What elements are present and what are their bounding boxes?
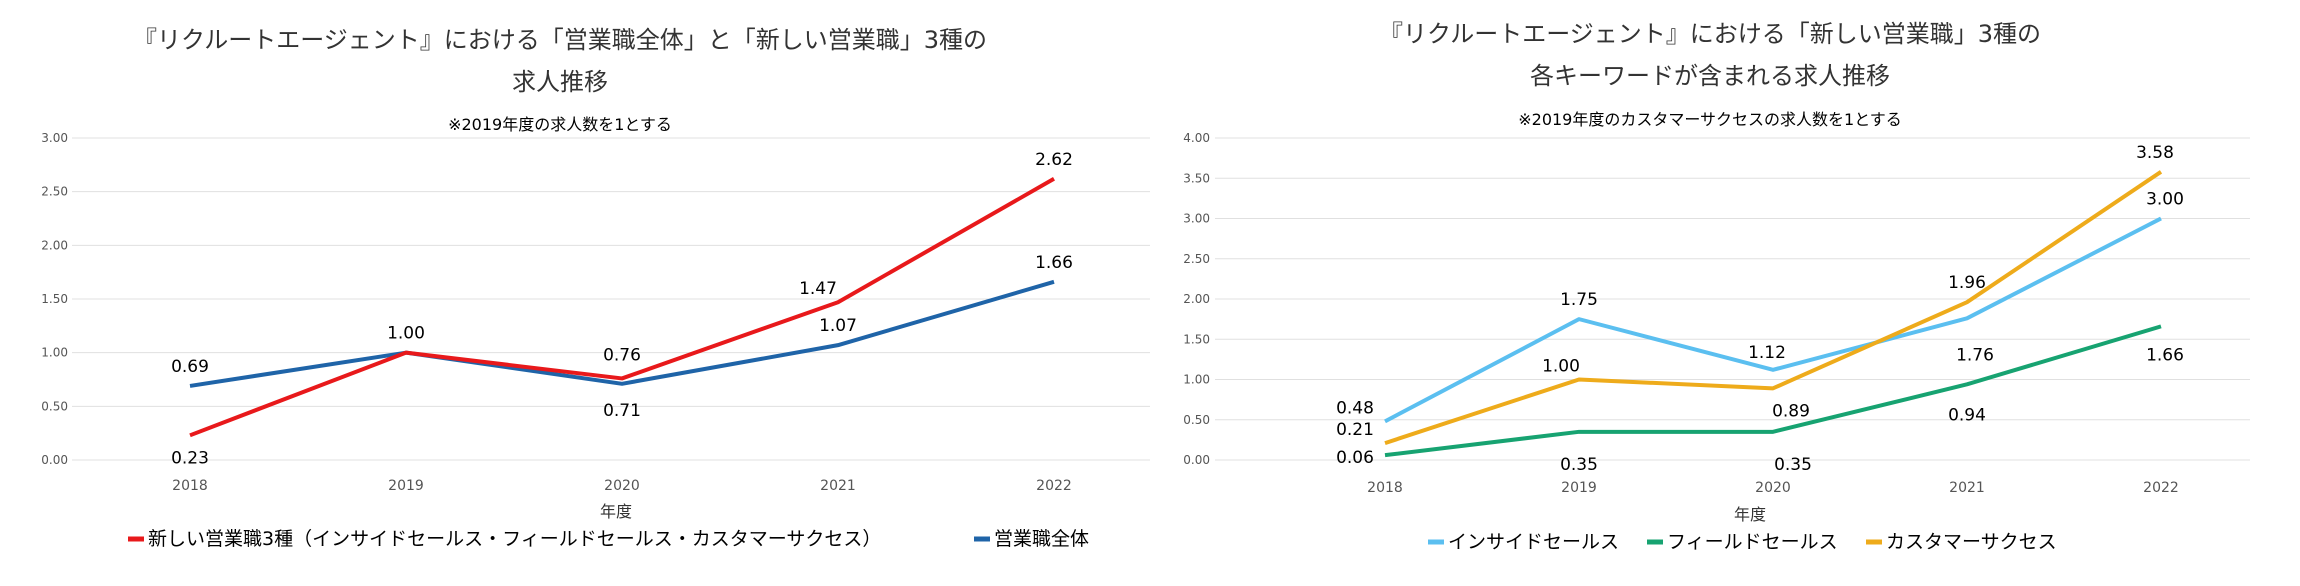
left-series-line-2: [189, 279, 1055, 388]
right-y-tick-label: 0.50: [1183, 413, 1210, 427]
left-y-tick-label: 1.00: [41, 346, 68, 360]
right-series-line-3: [1384, 170, 2163, 445]
right-data-label: 0.48: [1336, 398, 1374, 418]
left-data-label: 1.47: [799, 279, 837, 299]
left-y-tick-label: 2.50: [41, 185, 68, 199]
right-y-tick-label: 2.00: [1183, 292, 1210, 306]
left-data-label: 0.76: [603, 345, 641, 365]
left-chart: 『リクルートエージェント』における「営業職全体」と「新しい営業職」3種の求人推移…: [41, 26, 1150, 550]
right-data-label: 1.66: [2146, 345, 2184, 365]
left-legend-label-1: 新しい営業職3種（インサイドセールス・フィールドセールス・カスタマーサクセス）: [148, 528, 881, 550]
right-data-label: 1.96: [1948, 273, 1986, 293]
right-data-label: 1.12: [1748, 343, 1786, 363]
left-x-tick-label: 2020: [604, 478, 640, 494]
left-data-label: 0.69: [171, 357, 209, 377]
right-data-label: 3.58: [2136, 143, 2174, 163]
right-data-label: 0.89: [1772, 401, 1810, 421]
right-y-tick-label: 1.50: [1183, 332, 1210, 346]
right-x-tick-label: 2019: [1561, 480, 1597, 496]
right-data-label: 3.00: [2146, 190, 2184, 210]
left-y-tick-label: 0.50: [41, 399, 68, 413]
left-data-label: 0.23: [171, 448, 209, 468]
right-chart-subtitle: ※2019年度のカスタマーサクセスの求人数を1とする: [1518, 110, 1902, 129]
left-y-tick-label: 3.00: [41, 131, 68, 145]
left-chart-title-line-1: 『リクルートエージェント』における「営業職全体」と「新しい営業職」3種の: [133, 26, 987, 54]
right-legend-label-3: カスタマーサクセス: [1886, 531, 2057, 553]
right-chart: 『リクルートエージェント』における「新しい営業職」3種の各キーワードが含まれる求…: [1183, 20, 2250, 553]
right-y-tick-label: 3.50: [1183, 171, 1210, 185]
right-chart-title-line-1: 『リクルートエージェント』における「新しい営業職」3種の: [1379, 20, 2041, 48]
right-data-label: 0.35: [1560, 455, 1598, 475]
right-data-label: 1.76: [1956, 345, 1994, 365]
right-data-label: 0.94: [1948, 405, 1986, 425]
left-chart-title-line-2: 求人推移: [512, 68, 608, 96]
right-y-tick-label: 4.00: [1183, 131, 1210, 145]
left-chart-panel: 『リクルートエージェント』における「営業職全体」と「新しい営業職」3種の 求人推移…: [41, 26, 1150, 550]
right-data-label: 1.00: [1542, 357, 1580, 377]
left-x-tick-label: 2019: [388, 478, 424, 494]
right-series-line-1: [1384, 216, 2162, 424]
left-data-label: 1.07: [819, 316, 857, 336]
left-x-tick-label: 2021: [820, 478, 856, 494]
right-chart-panel: 『リクルートエージェント』における「新しい営業職」3種の 各キーワードが含まれる求…: [1150, 0, 2300, 586]
right-y-tick-label: 1.00: [1183, 373, 1210, 387]
right-x-tick-label: 2021: [1949, 480, 1985, 496]
left-y-tick-label: 0.00: [41, 453, 68, 467]
left-data-label: 2.62: [1035, 150, 1073, 170]
right-legend-label-2: フィールドセールス: [1667, 531, 1838, 553]
right-legend-label-1: インサイドセールス: [1448, 531, 1619, 553]
left-y-tick-label: 2.00: [41, 238, 68, 252]
left-series-line-1: [189, 177, 1055, 438]
left-x-tick-label: 2022: [1036, 478, 1072, 494]
right-data-label: 0.35: [1774, 455, 1812, 475]
left-data-label: 1.00: [387, 324, 425, 344]
right-data-label: 0.21: [1336, 420, 1374, 440]
right-x-tick-label: 2020: [1755, 480, 1791, 496]
right-y-tick-label: 0.00: [1183, 453, 1210, 467]
right-data-label: 0.06: [1336, 448, 1374, 468]
left-data-label: 0.71: [603, 401, 641, 421]
right-series-line-2: [1384, 324, 2162, 458]
left-x-axis-title: 年度: [600, 502, 632, 521]
left-y-tick-label: 1.50: [41, 292, 68, 306]
right-x-tick-label: 2022: [2143, 480, 2179, 496]
left-x-tick-label: 2018: [172, 478, 208, 494]
left-data-label: 1.66: [1035, 253, 1073, 273]
right-x-axis-title: 年度: [1734, 505, 1766, 524]
right-x-tick-label: 2018: [1367, 480, 1403, 496]
left-chart-subtitle: ※2019年度の求人数を1とする: [448, 115, 672, 134]
right-chart-title-line-2: 各キーワードが含まれる求人推移: [1530, 62, 1890, 90]
right-y-tick-label: 2.50: [1183, 252, 1210, 266]
right-y-tick-label: 3.00: [1183, 212, 1210, 226]
right-data-label: 1.75: [1560, 290, 1598, 310]
left-legend-label-2: 営業職全体: [994, 528, 1089, 550]
